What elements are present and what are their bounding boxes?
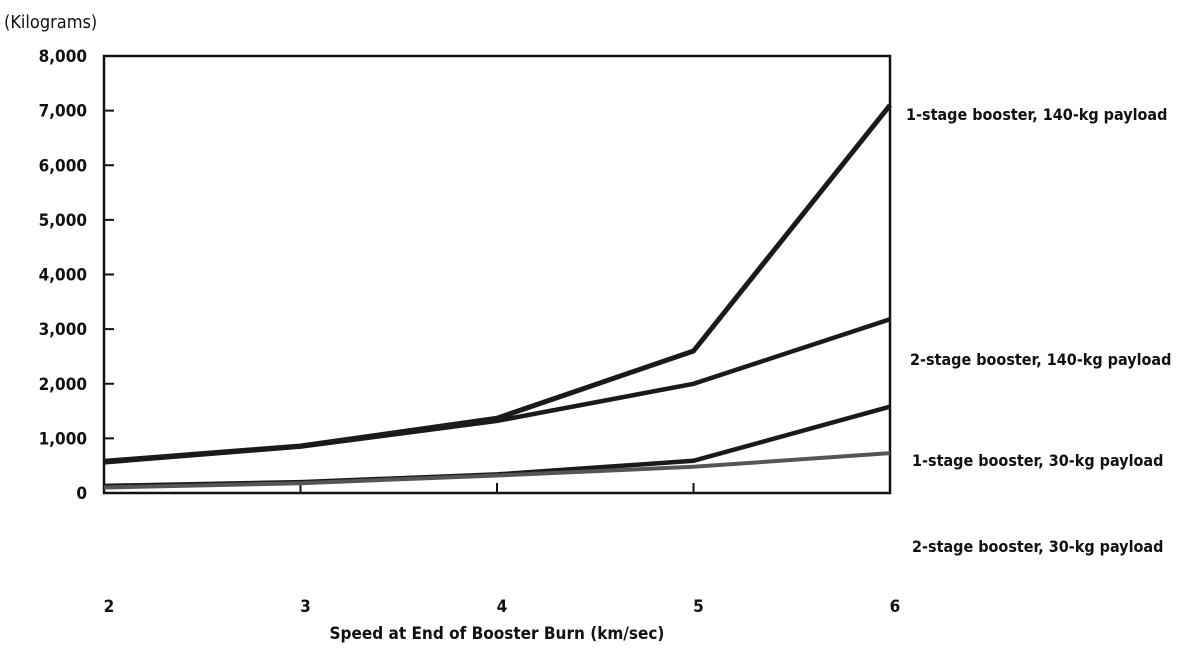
y-tick-label: 3,000: [39, 320, 87, 340]
x-tick-label: 5: [693, 597, 704, 617]
y-axis-unit-label: (Kilograms): [4, 12, 97, 33]
x-tick-label: 4: [497, 597, 508, 617]
x-tick-labels: 2 3 4 5 6: [104, 597, 901, 617]
x-tick-label: 3: [300, 597, 311, 617]
series-lines: [103, 103, 892, 490]
x-tick-label: 6: [890, 597, 901, 617]
series-line: [103, 317, 891, 465]
y-tick-labels: 0 1,000 2,000 3,000 4,000 5,000 6,000 7,000 8,00…: [39, 47, 87, 504]
y-tick-label: 1,000: [39, 429, 87, 449]
series-label: 1-stage booster, 30-kg payload: [912, 451, 1163, 470]
y-tick-label: 0: [76, 484, 87, 504]
series-label: 2-stage booster, 30-kg payload: [912, 537, 1163, 556]
series-line: [103, 451, 891, 490]
x-tick-label: 2: [104, 597, 115, 617]
series-label: 2-stage booster, 140-kg payload: [910, 350, 1171, 369]
plot-frame: [102, 54, 892, 495]
axis-ticks: [104, 55, 695, 494]
series-labels: 1-stage booster, 140-kg payload 2-stage b…: [906, 105, 1171, 556]
y-tick-label: 6,000: [39, 156, 87, 176]
y-tick-label: 7,000: [39, 102, 87, 122]
series-line: [103, 103, 892, 464]
series-label: 1-stage booster, 140-kg payload: [906, 105, 1167, 124]
y-tick-label: 4,000: [39, 266, 87, 286]
y-tick-label: 2,000: [39, 375, 87, 395]
x-axis-label: Speed at End of Booster Burn (km/sec): [330, 624, 665, 644]
y-tick-label: 5,000: [39, 211, 87, 231]
y-tick-label: 8,000: [39, 47, 87, 67]
